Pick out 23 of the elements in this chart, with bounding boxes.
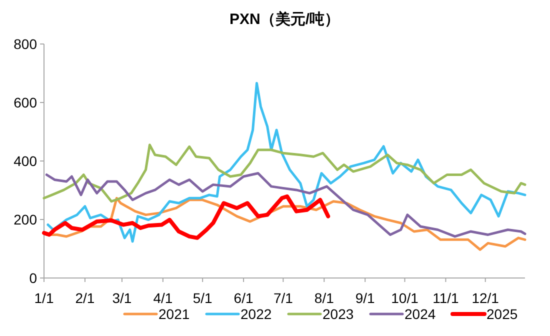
x-tick-label: 3/1 bbox=[112, 290, 132, 306]
x-tick-label: 8/1 bbox=[314, 290, 334, 306]
x-tick-label: 1/1 bbox=[34, 290, 54, 306]
x-tick-label: 6/1 bbox=[234, 290, 254, 306]
y-tick-label: 0 bbox=[29, 270, 38, 286]
x-tick-label: 2/1 bbox=[75, 290, 95, 306]
legend-label: 2023 bbox=[322, 306, 354, 322]
y-tick-label: 200 bbox=[14, 212, 38, 228]
x-tick-label: 10/1 bbox=[391, 290, 419, 306]
x-tick-label: 12/1 bbox=[472, 290, 500, 306]
legend-label: 2025 bbox=[486, 306, 518, 322]
y-tick-label: 400 bbox=[14, 153, 38, 169]
x-tick-label: 11/1 bbox=[432, 290, 460, 306]
legend-label: 2022 bbox=[240, 306, 272, 322]
x-tick-label: 5/1 bbox=[192, 290, 213, 306]
legend-label: 2024 bbox=[404, 306, 436, 322]
x-tick-label: 7/1 bbox=[273, 290, 294, 306]
y-tick-label: 800 bbox=[14, 36, 38, 52]
x-tick-label: 9/1 bbox=[355, 290, 376, 306]
y-tick-label: 600 bbox=[14, 94, 38, 110]
x-tick-label: 4/1 bbox=[153, 290, 173, 306]
legend-label: 2021 bbox=[158, 306, 190, 322]
chart-title: PXN（美元/吨） bbox=[229, 10, 340, 28]
